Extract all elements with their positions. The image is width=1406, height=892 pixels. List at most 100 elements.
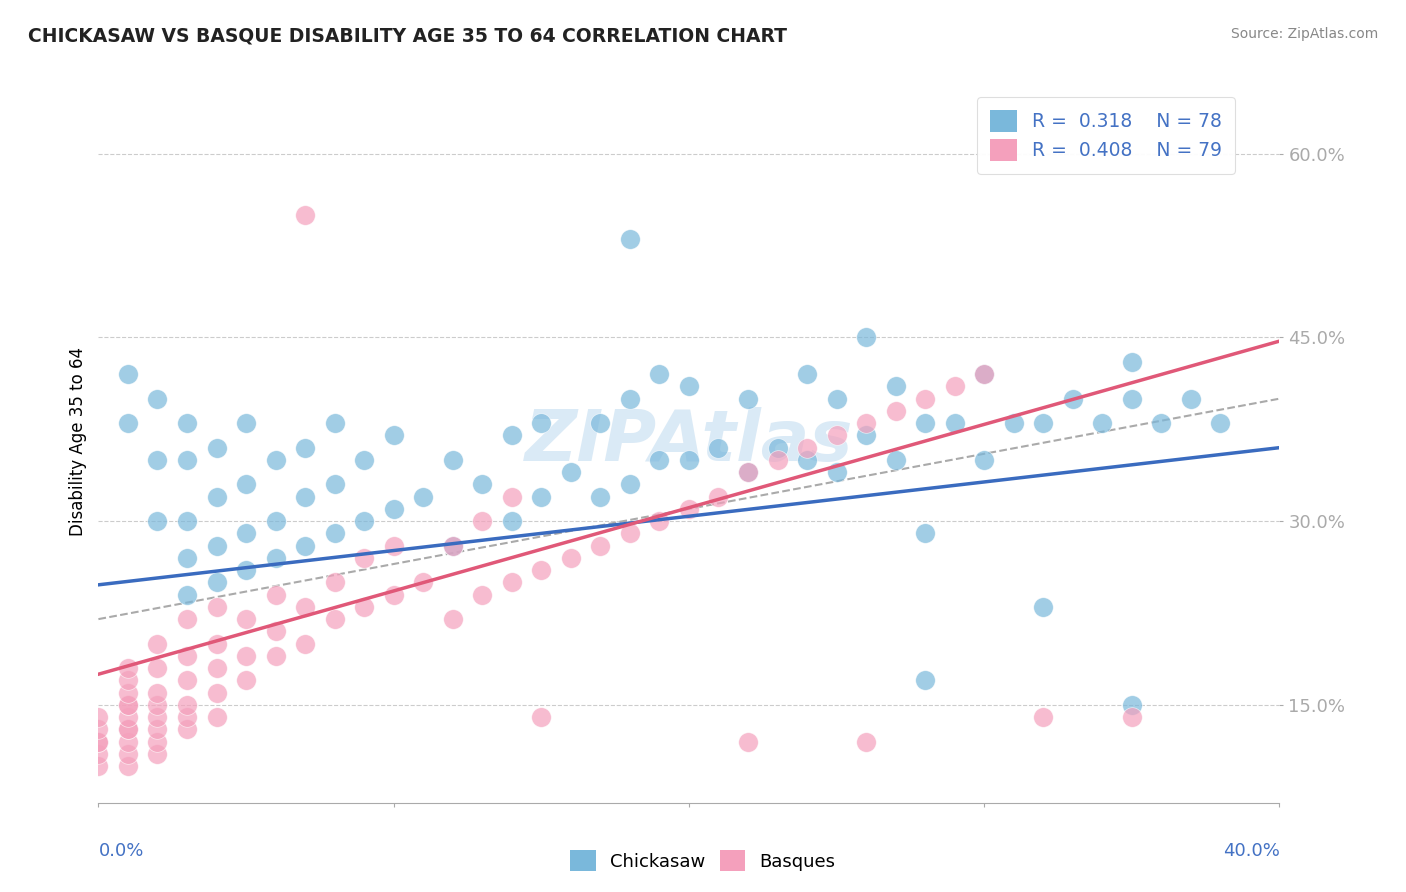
Point [294, 441, 316, 455]
Point [737, 465, 759, 479]
Point [1121, 355, 1143, 369]
Legend: Chickasaw, Basques: Chickasaw, Basques [564, 843, 842, 879]
Point [205, 685, 228, 699]
Point [117, 367, 139, 381]
Point [117, 685, 139, 699]
Point [796, 453, 818, 467]
Point [323, 612, 346, 626]
Point [943, 416, 966, 430]
Point [264, 588, 287, 602]
Point [294, 539, 316, 553]
Point [353, 514, 375, 528]
Point [205, 710, 228, 724]
Point [205, 490, 228, 504]
Point [412, 490, 434, 504]
Point [1002, 416, 1025, 430]
Point [560, 465, 582, 479]
Point [176, 588, 198, 602]
Point [737, 465, 759, 479]
Point [884, 453, 907, 467]
Point [1209, 416, 1232, 430]
Point [176, 416, 198, 430]
Point [146, 392, 169, 406]
Point [530, 710, 553, 724]
Point [678, 502, 700, 516]
Text: 40.0%: 40.0% [1223, 842, 1279, 860]
Point [117, 698, 139, 712]
Point [855, 734, 877, 748]
Point [973, 367, 995, 381]
Point [294, 599, 316, 614]
Point [1091, 416, 1114, 430]
Point [87, 747, 110, 761]
Point [471, 588, 494, 602]
Point [235, 526, 257, 541]
Point [619, 477, 641, 491]
Point [323, 575, 346, 590]
Point [530, 490, 553, 504]
Point [176, 453, 198, 467]
Point [589, 539, 612, 553]
Point [471, 514, 494, 528]
Point [87, 759, 110, 773]
Point [117, 747, 139, 761]
Point [146, 747, 169, 761]
Point [855, 416, 877, 430]
Point [353, 550, 375, 565]
Point [589, 490, 612, 504]
Point [353, 453, 375, 467]
Point [176, 514, 198, 528]
Point [825, 465, 848, 479]
Y-axis label: Disability Age 35 to 64: Disability Age 35 to 64 [69, 347, 87, 536]
Point [914, 526, 936, 541]
Point [323, 526, 346, 541]
Point [973, 453, 995, 467]
Point [323, 477, 346, 491]
Text: ZIPAtlas: ZIPAtlas [524, 407, 853, 476]
Point [471, 477, 494, 491]
Point [412, 575, 434, 590]
Point [176, 648, 198, 663]
Point [117, 698, 139, 712]
Point [117, 416, 139, 430]
Text: 0.0%: 0.0% [98, 842, 143, 860]
Point [117, 710, 139, 724]
Text: Source: ZipAtlas.com: Source: ZipAtlas.com [1230, 27, 1378, 41]
Point [117, 723, 139, 737]
Point [264, 453, 287, 467]
Point [884, 404, 907, 418]
Point [943, 379, 966, 393]
Point [914, 392, 936, 406]
Point [176, 698, 198, 712]
Point [264, 648, 287, 663]
Point [87, 734, 110, 748]
Point [205, 661, 228, 675]
Point [235, 416, 257, 430]
Point [619, 526, 641, 541]
Point [117, 673, 139, 688]
Point [1062, 392, 1084, 406]
Point [501, 428, 523, 442]
Point [1121, 392, 1143, 406]
Point [264, 624, 287, 639]
Point [146, 698, 169, 712]
Point [1180, 392, 1202, 406]
Point [353, 599, 375, 614]
Point [117, 759, 139, 773]
Point [648, 453, 671, 467]
Point [441, 453, 464, 467]
Point [441, 539, 464, 553]
Point [1032, 710, 1054, 724]
Legend: R =  0.318    N = 78, R =  0.408    N = 79: R = 0.318 N = 78, R = 0.408 N = 79 [977, 97, 1234, 174]
Point [176, 673, 198, 688]
Point [176, 723, 198, 737]
Point [678, 453, 700, 467]
Point [382, 428, 405, 442]
Point [235, 477, 257, 491]
Point [382, 588, 405, 602]
Point [235, 612, 257, 626]
Point [235, 563, 257, 577]
Point [855, 428, 877, 442]
Point [884, 379, 907, 393]
Point [766, 441, 789, 455]
